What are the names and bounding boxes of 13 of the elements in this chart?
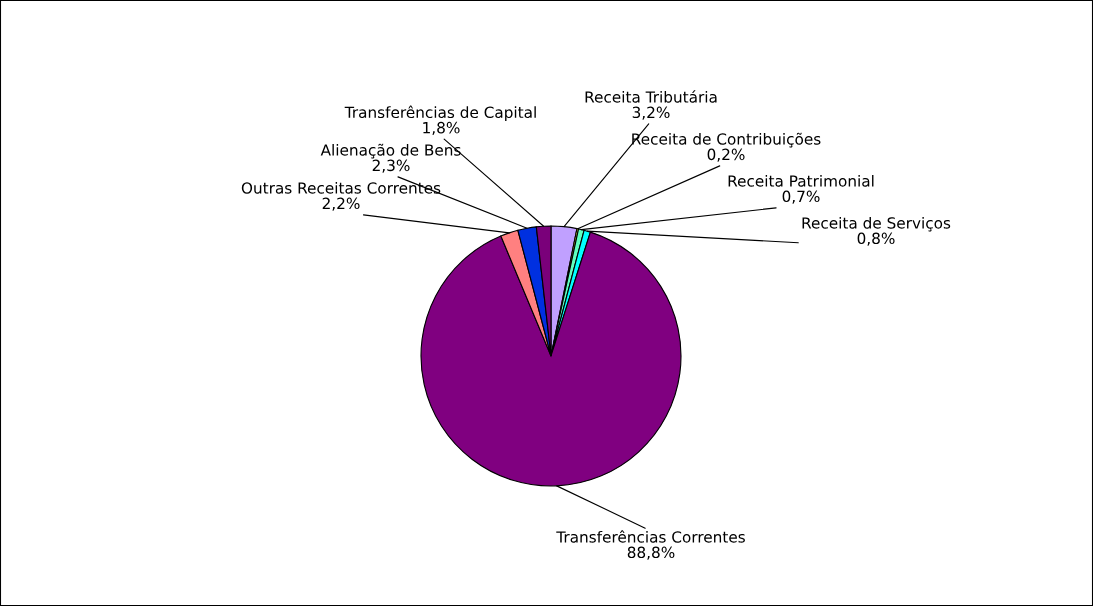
- data-label: 0,2%: [707, 148, 745, 162]
- data-label: 0,8%: [857, 232, 895, 246]
- data-label: 3,2%: [632, 106, 670, 120]
- data-label: 0,7%: [782, 190, 820, 204]
- slice-label: Receita de Serviços: [802, 216, 951, 232]
- slice-label: Transferências de Capital: [344, 105, 536, 122]
- slice-label: Receita Tributária: [585, 90, 717, 103]
- slice-label: Transferências Correntes: [556, 530, 745, 543]
- data-label: 2,3%: [372, 159, 410, 173]
- data-label: 2,2%: [322, 197, 360, 211]
- data-label: 1,8%: [423, 121, 460, 135]
- data-label: 88,8%: [627, 546, 675, 560]
- slice-label: Receita Patrimonial: [728, 174, 874, 187]
